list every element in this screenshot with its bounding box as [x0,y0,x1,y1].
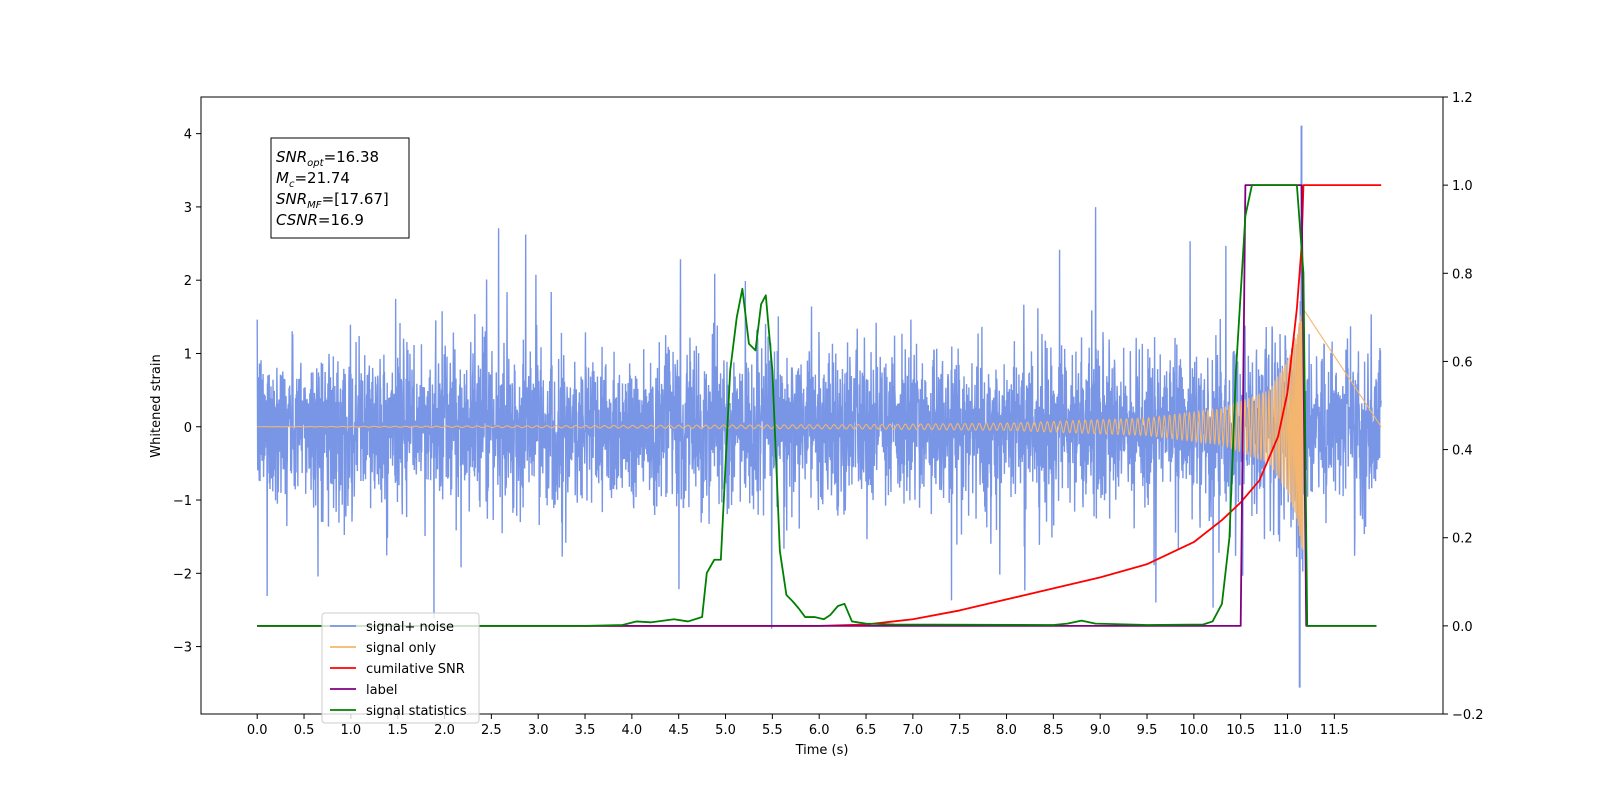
x-tick-label: 11.0 [1273,723,1302,738]
x-tick-label: 10.5 [1226,723,1255,738]
x-tick-label: 7.0 [903,723,924,738]
y-axis-label: Whitened strain [149,354,164,457]
y-tick-label: 0 [184,421,192,436]
x-axis: 0.0 0.5 1.0 1.5 2.0 2.5 3.0 3.5 4.0 4.5 5.0 5.5 6.0 6… [247,714,1349,738]
x-tick-label: 3.0 [528,723,549,738]
y2-tick-label: 0.2 [1452,532,1473,547]
x-tick-label: 7.5 [949,723,970,738]
annotation-value: =[17.67] [322,190,389,208]
x-tick-label: 1.0 [341,723,362,738]
series-signal-only-line [257,305,1382,550]
y-axis-left: −3 −2 −1 0 1 2 3 4 [173,128,201,656]
x-tick-label: 0.0 [247,723,268,738]
y-tick-label: −3 [173,641,192,656]
series-signal-noise-line [256,125,1382,688]
y-tick-label: 4 [184,128,192,143]
annotation-line: CSNR=16.9 [276,211,364,229]
x-tick-label: 1.5 [387,723,408,738]
y2-tick-label: 0.0 [1452,620,1473,635]
annotation-line: SNRopt=16.38 [276,148,379,169]
annotation-symbol: SNR [276,148,307,166]
y2-tick-label: 0.4 [1452,444,1473,459]
annotation-subscript: MF [307,200,322,211]
x-tick-label: 6.0 [809,723,830,738]
x-tick-label: 3.5 [575,723,596,738]
series-layer [256,125,1382,688]
legend-label: cumilative SNR [366,662,465,677]
annotation-value: =16.38 [324,148,380,166]
annotation-value: =16.9 [318,211,364,229]
x-tick-label: 8.5 [1043,723,1064,738]
x-tick-label: 10.0 [1179,723,1208,738]
x-tick-label: 11.5 [1320,723,1349,738]
x-tick-label: 2.0 [434,723,455,738]
x-tick-label: 5.0 [715,723,736,738]
series-cumilative-snr-line [257,184,1382,627]
x-tick-label: 2.5 [481,723,502,738]
y2-tick-label: −0.2 [1452,708,1484,723]
stats-annotation-box: SNRopt=16.38Mc=21.74SNRMF=[17.67]CSNR=16… [270,137,410,239]
annotation-subscript: c [289,179,295,190]
legend-label: label [366,683,397,698]
y2-tick-label: 0.6 [1452,355,1473,370]
annotation-symbol: SNR [276,190,307,208]
annotation-line: Mc=21.74 [276,169,350,190]
legend-label: signal statistics [366,704,467,719]
annotation-symbol: CSNR [276,211,318,229]
x-tick-label: 4.5 [668,723,689,738]
x-tick-label: 0.5 [294,723,315,738]
plot-frame [200,96,1444,715]
series-signal-statistics-line [257,184,1377,627]
annotation-frame [270,137,410,239]
y2-tick-label: 1.2 [1452,91,1473,106]
legend-frame [321,612,480,724]
legend: signal+ noise signal only cumilative SNR la… [321,612,480,724]
y-tick-label: 1 [184,347,192,362]
legend-label: signal+ noise [366,620,454,635]
x-tick-label: 6.5 [856,723,877,738]
y-axis-right: −0.2 0.0 0.2 0.4 0.6 0.8 1.0 1.2 [1443,91,1484,723]
y-tick-label: −1 [173,494,192,509]
x-tick-label: 9.5 [1137,723,1158,738]
x-tick-label: 9.0 [1090,723,1111,738]
x-axis-label: Time (s) [795,743,849,758]
annotation-line: SNRMF=[17.67] [276,190,389,211]
x-tick-label: 8.0 [996,723,1017,738]
y-tick-label: −2 [173,567,192,582]
y2-tick-label: 1.0 [1452,179,1473,194]
y2-tick-label: 0.8 [1452,267,1473,282]
y-tick-label: 2 [184,274,192,289]
x-tick-label: 5.5 [762,723,783,738]
annotation-subscript: opt [307,158,324,169]
x-tick-label: 4.0 [622,723,643,738]
annotation-symbol: M [276,169,289,187]
y-tick-label: 3 [184,201,192,216]
annotation-value: =21.74 [294,169,350,187]
legend-label: signal only [366,641,436,656]
